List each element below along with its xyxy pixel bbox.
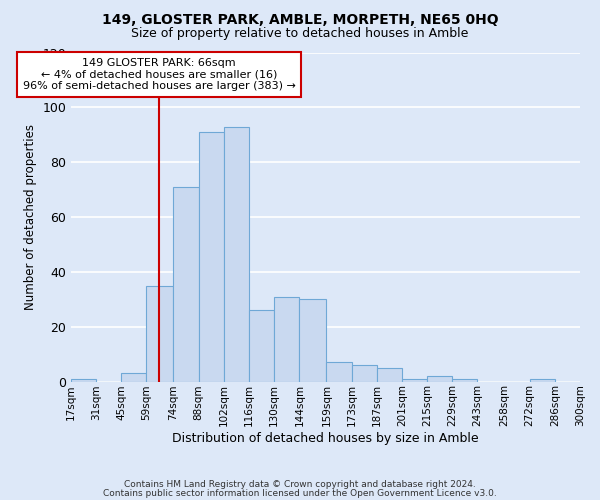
- Text: Contains public sector information licensed under the Open Government Licence v3: Contains public sector information licen…: [103, 488, 497, 498]
- Bar: [71, 379, 96, 382]
- Bar: [377, 368, 402, 382]
- Bar: [121, 374, 146, 382]
- Bar: [452, 379, 478, 382]
- Bar: [299, 300, 326, 382]
- Bar: [530, 379, 555, 382]
- Bar: [173, 187, 199, 382]
- Bar: [352, 365, 377, 382]
- Text: 149, GLOSTER PARK, AMBLE, MORPETH, NE65 0HQ: 149, GLOSTER PARK, AMBLE, MORPETH, NE65 …: [101, 12, 499, 26]
- Text: Contains HM Land Registry data © Crown copyright and database right 2024.: Contains HM Land Registry data © Crown c…: [124, 480, 476, 489]
- Text: 149 GLOSTER PARK: 66sqm
← 4% of detached houses are smaller (16)
96% of semi-det: 149 GLOSTER PARK: 66sqm ← 4% of detached…: [23, 58, 296, 91]
- Bar: [274, 296, 299, 382]
- Bar: [224, 126, 249, 382]
- Text: Size of property relative to detached houses in Amble: Size of property relative to detached ho…: [131, 28, 469, 40]
- Y-axis label: Number of detached properties: Number of detached properties: [23, 124, 37, 310]
- Bar: [146, 286, 173, 382]
- Bar: [249, 310, 274, 382]
- Bar: [199, 132, 224, 382]
- Bar: [402, 379, 427, 382]
- Bar: [326, 362, 352, 382]
- Bar: [427, 376, 452, 382]
- X-axis label: Distribution of detached houses by size in Amble: Distribution of detached houses by size …: [172, 432, 479, 445]
